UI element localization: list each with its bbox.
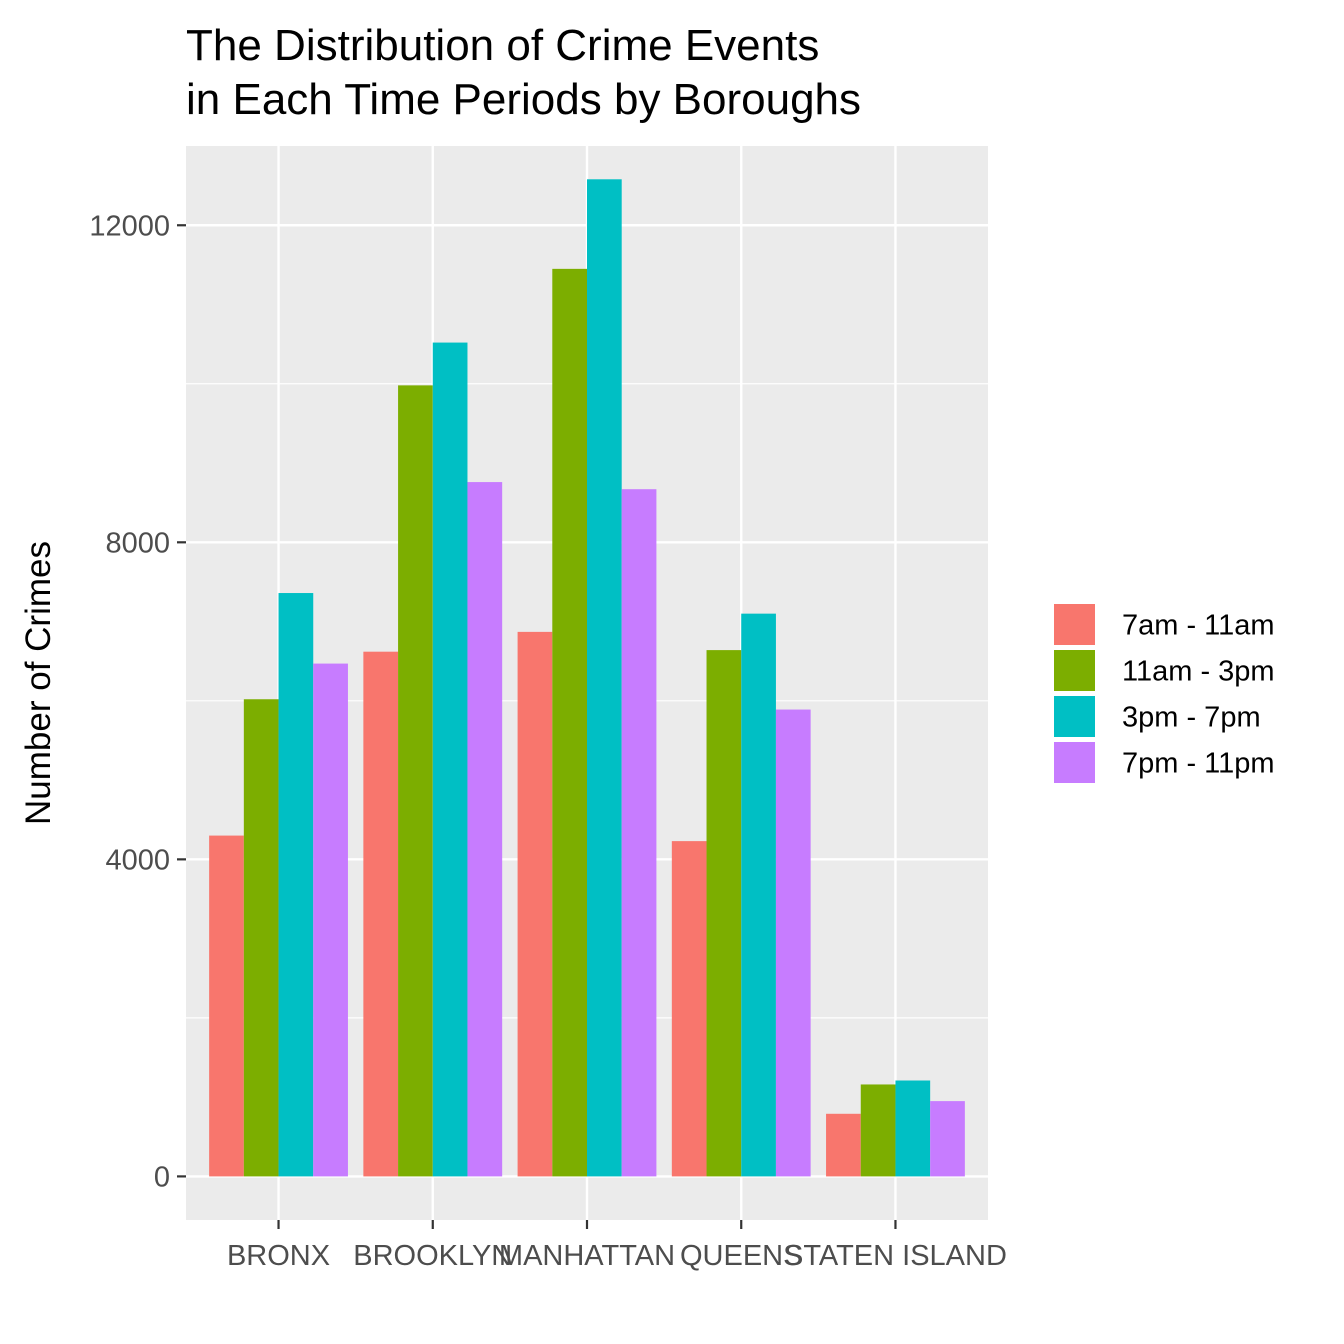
bar [398,385,433,1177]
bar [243,699,279,1177]
bar [930,1101,965,1177]
x-tick-label: BROOKLYN [353,1240,512,1272]
legend-key [1054,650,1095,691]
legend-key [1054,742,1095,783]
bar [860,1084,896,1177]
bar [826,1113,861,1177]
bar [517,631,553,1177]
chart-title: The Distribution of Crime Events in Each… [186,21,861,124]
y-tick-label: 8000 [105,527,170,559]
bar [895,1080,931,1177]
legend: 7am - 11am 11am - 3pm 3pm - 7pm 7pm - 11pm [1054,604,1275,783]
bars [209,179,965,1177]
y-axis-title: Number of Crimes [19,541,58,825]
bar [671,841,707,1177]
x-tick-label: QUEENS [680,1240,802,1272]
bar [706,650,742,1177]
chart-title-line-1: The Distribution of Crime Events [186,21,819,70]
bar [621,489,657,1177]
y-tick-label: 12000 [89,210,170,242]
legend-key [1054,604,1095,645]
y-tick-label: 0 [154,1161,170,1193]
bar [741,613,776,1177]
x-tick-label: STATEN ISLAND [784,1240,1007,1272]
bar [313,663,348,1177]
legend-label: 7pm - 11pm [1122,748,1275,780]
bar [278,593,314,1177]
bar [775,709,811,1177]
y-axis: 0 4000 8000 12000 [89,210,186,1193]
x-tick-label: BRONX [227,1240,330,1272]
bar [467,482,503,1177]
x-tick-label: MANHATTAN [499,1240,675,1272]
bar [209,835,244,1177]
legend-label: 7am - 11am [1122,610,1275,642]
bar [363,651,399,1177]
legend-label: 11am - 3pm [1122,656,1275,688]
bar [587,179,622,1177]
y-tick-label: 4000 [105,844,170,876]
legend-key [1054,696,1095,737]
legend-label: 3pm - 7pm [1122,702,1261,734]
bar [432,342,468,1177]
bar [552,268,587,1177]
chart-title-line-2: in Each Time Periods by Boroughs [186,75,861,124]
